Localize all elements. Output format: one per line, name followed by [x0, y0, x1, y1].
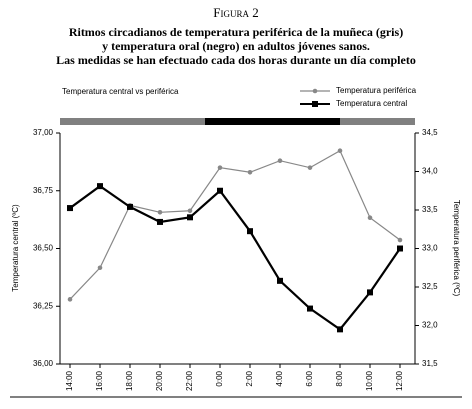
day-band: [340, 118, 415, 125]
x-tick-label: 18:00: [125, 370, 134, 391]
point: [97, 183, 103, 190]
day-band: [60, 118, 205, 125]
y2-tick-label: 33,0: [422, 244, 438, 253]
point: [67, 297, 73, 302]
x-tick-label: 0:00: [215, 370, 224, 386]
point: [127, 203, 133, 210]
caption-line: y temperatura oral (negro) en adultos jó…: [102, 39, 370, 53]
point: [277, 277, 283, 284]
point: [217, 165, 223, 170]
x-tick-label: 8:00: [335, 370, 344, 386]
legend-marker: [312, 101, 318, 107]
legend-marker: [312, 88, 318, 94]
point: [307, 165, 313, 170]
point: [337, 148, 343, 154]
x-tick-label: 14:00: [65, 370, 74, 391]
point: [367, 215, 373, 220]
point: [97, 265, 103, 271]
x-tick-label: 10:00: [365, 370, 374, 391]
x-tick-label: 4:00: [275, 370, 284, 386]
x-tick-label: 12:00: [395, 370, 404, 391]
night-band: [205, 118, 340, 125]
point: [337, 326, 343, 333]
x-tick-label: 6:00: [305, 370, 314, 386]
y-tick-label: 36,50: [33, 244, 54, 253]
y2-axis-label: Temperatura periférica (ºC): [452, 200, 461, 297]
point: [397, 245, 403, 252]
y-tick-label: 37,00: [33, 128, 54, 137]
point: [367, 289, 373, 296]
y-tick-label: 36,25: [33, 301, 54, 310]
y-tick-label: 36,00: [33, 359, 54, 368]
caption-line: Las medidas se han efectuado cada dos ho…: [56, 53, 416, 67]
figure-label: Figura 2: [213, 5, 258, 20]
y2-tick-label: 31,5: [422, 359, 438, 368]
point: [157, 218, 163, 225]
point: [247, 228, 253, 235]
point: [307, 305, 313, 312]
point: [217, 187, 223, 194]
point: [187, 208, 193, 214]
y2-tick-label: 33,5: [422, 205, 438, 214]
y2-tick-label: 32,5: [422, 282, 438, 291]
point: [67, 205, 73, 212]
x-tick-label: 22:00: [185, 370, 194, 391]
point: [157, 210, 163, 215]
y2-tick-label: 34,0: [422, 167, 438, 176]
y-tick-label: 36,75: [33, 186, 54, 195]
legend-label: Temperatura central: [336, 99, 407, 108]
point: [277, 158, 283, 164]
point: [187, 214, 193, 221]
series-line: [69, 149, 401, 300]
point: [247, 169, 253, 175]
y2-tick-label: 34,5: [422, 128, 438, 137]
y-axis-label: Temperatura central (ºC): [11, 204, 20, 292]
chart-title: Temperatura central vs periférica: [62, 87, 179, 96]
x-tick-label: 20:00: [155, 370, 164, 391]
y2-tick-label: 32,0: [422, 321, 438, 330]
legend-label: Temperatura periférica: [336, 86, 417, 95]
caption-line: Ritmos circadianos de temperatura perifé…: [69, 25, 403, 39]
x-tick-label: 16:00: [95, 370, 104, 391]
point: [397, 237, 403, 243]
x-tick-label: 2:00: [245, 370, 254, 386]
series-line: [69, 184, 401, 331]
